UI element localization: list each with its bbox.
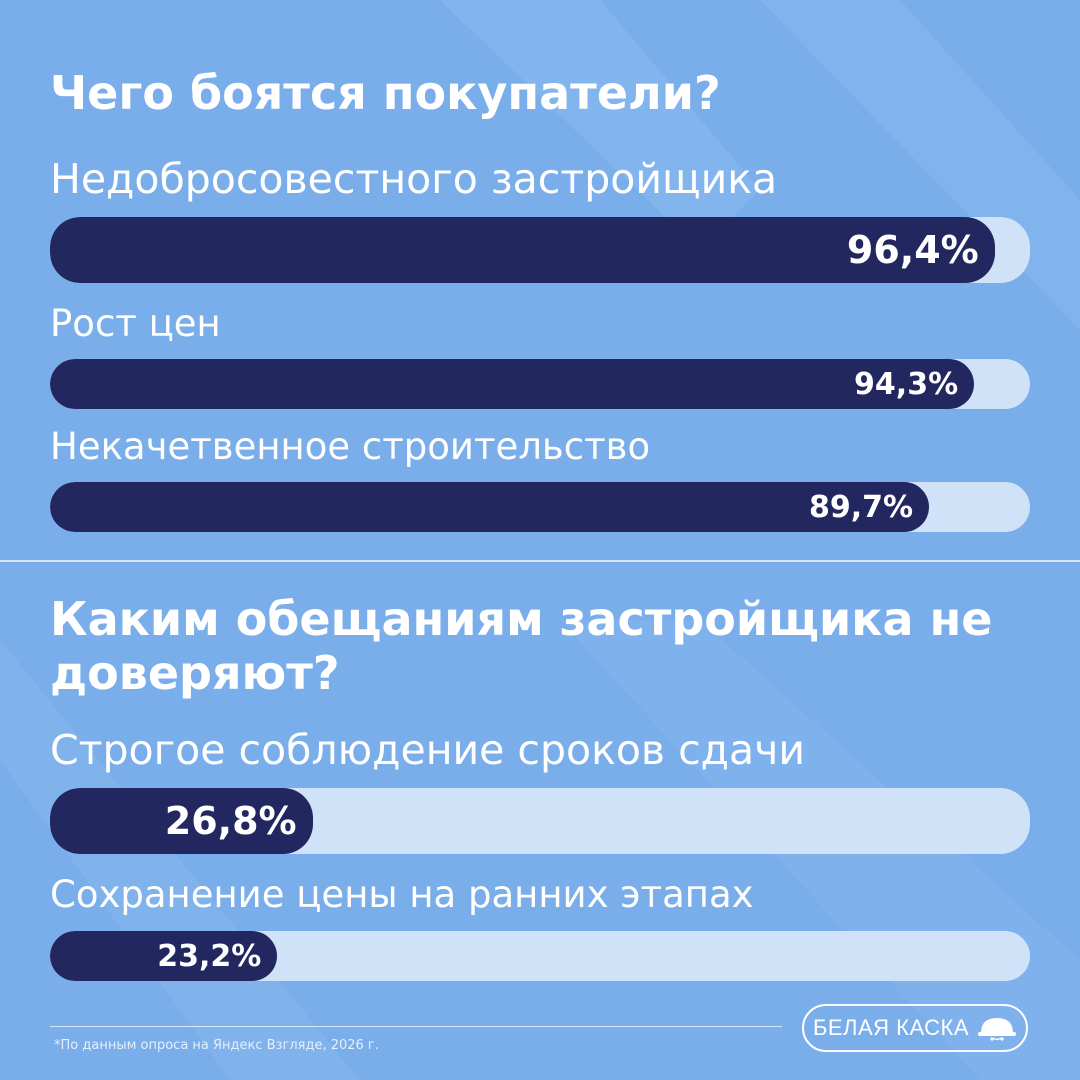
bar-track: 94,3%: [50, 359, 1030, 409]
category-label: Сохранение цены на ранних этапах: [50, 873, 754, 916]
helmet-icon: [978, 1018, 1017, 1041]
bar-track: 26,8%: [50, 788, 1030, 854]
bar-value-label: 89,7%: [808, 489, 914, 525]
bar-value-label: 26,8%: [164, 799, 297, 843]
chart-title-distrust: Каким обещаниям застройщика не доверяют?: [50, 592, 993, 700]
category-label: Строгое соблюдение сроков сдачи: [50, 726, 805, 774]
brand-logo: БЕЛАЯ КАСКА: [802, 1004, 1028, 1052]
bar-track: 23,2%: [50, 931, 1030, 981]
bar: 96,4%: [50, 217, 995, 283]
bar-value-label: 23,2%: [157, 938, 262, 974]
brand-name: БЕЛАЯ КАСКА: [812, 1015, 970, 1040]
section-divider: [0, 560, 1080, 562]
category-label: Рост цен: [50, 302, 221, 345]
chart-title-fears: Чего боятся покупатели?: [50, 66, 721, 120]
bar: 23,2%: [50, 931, 278, 981]
footer-divider: [50, 1026, 782, 1027]
bar: 94,3%: [50, 359, 975, 409]
bar-value-label: 94,3%: [854, 366, 959, 402]
bar-track: 96,4%: [50, 217, 1030, 283]
category-label: Некачетвенное строительство: [50, 425, 651, 468]
bar-value-label: 96,4%: [846, 228, 979, 272]
bar: 26,8%: [50, 788, 313, 854]
footnote: *По данным опроса на Яндекс Взгляде, 202…: [54, 1038, 379, 1053]
category-label: Недобросовестного застройщика: [50, 155, 778, 203]
bar: 89,7%: [50, 482, 930, 532]
bar-track: 89,7%: [50, 482, 1030, 532]
